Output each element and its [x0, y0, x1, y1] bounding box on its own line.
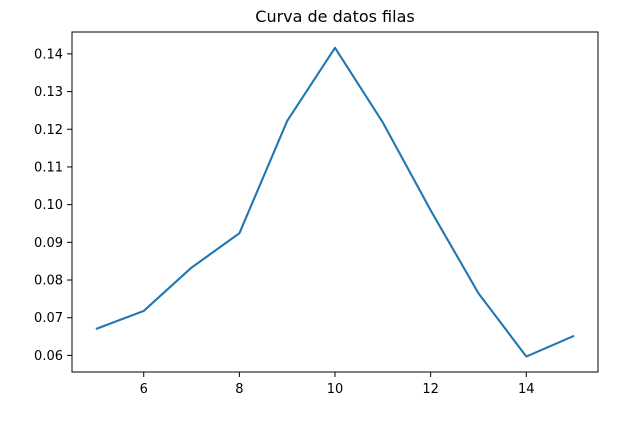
y-tick-label: 0.13 — [34, 85, 63, 100]
x-tick-label: 6 — [140, 382, 148, 397]
chart-title: Curva de datos filas — [255, 7, 414, 26]
series-line — [95, 46, 575, 358]
y-tick-label: 0.10 — [34, 198, 63, 213]
plot-area: 6 8 10 12 14 0.06 0.07 0.08 0.09 0.10 0.11 0.12 0.13… — [34, 31, 599, 397]
y-tick-label: 0.06 — [34, 349, 63, 364]
x-tick-label: 8 — [235, 382, 243, 397]
y-tick-label: 0.07 — [34, 311, 63, 326]
y-tick-label: 0.12 — [34, 123, 63, 138]
y-tick-label: 0.09 — [34, 236, 63, 251]
x-tick-label: 12 — [422, 382, 439, 397]
x-tick-label: 10 — [327, 382, 344, 397]
x-tick-label: 14 — [518, 382, 535, 397]
y-tick-label: 0.14 — [34, 47, 63, 62]
y-tick-label: 0.11 — [34, 160, 63, 175]
y-tick-label: 0.08 — [34, 274, 63, 289]
